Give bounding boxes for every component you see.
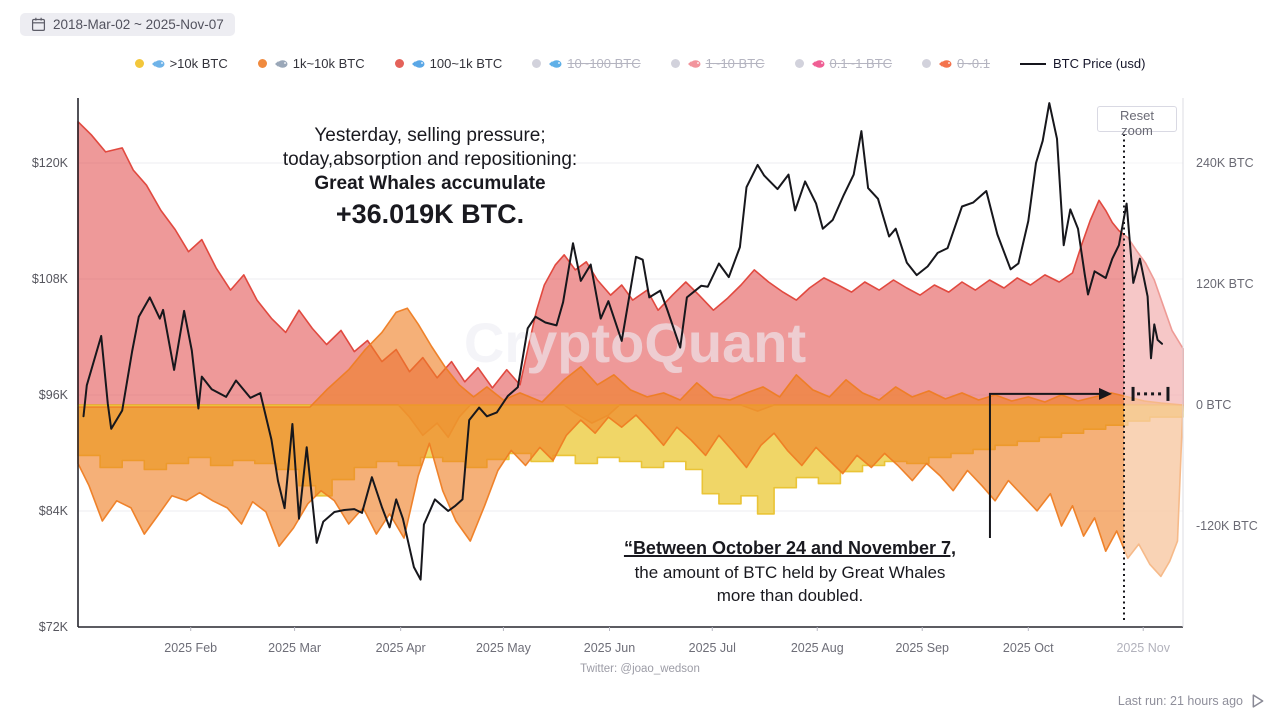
legend-item-0-0-1[interactable]: 0~0.1 bbox=[922, 56, 990, 71]
annotation-top-line2: today,absorption and repositioning: bbox=[282, 148, 578, 170]
right-axis-tick: -120K BTC bbox=[1196, 519, 1258, 533]
legend-label: 10~100 BTC bbox=[567, 56, 641, 71]
shark-icon bbox=[274, 58, 288, 70]
btc-price-line bbox=[82, 102, 1163, 581]
legend-label: BTC Price (usd) bbox=[1052, 56, 1146, 71]
annotation-arrowhead bbox=[1098, 387, 1112, 400]
annotation-top-line3: Great Whales accumulate bbox=[314, 172, 546, 194]
annotation-bottom-line1: “Between October 24 and November 7, bbox=[623, 538, 957, 558]
legend-dot bbox=[532, 59, 542, 68]
legend-dot bbox=[257, 59, 267, 68]
x-axis-tick: 2025 Jul bbox=[689, 641, 736, 655]
legend-label: 1k~10k BTC bbox=[292, 56, 365, 71]
left-axis-tick: $84K bbox=[39, 504, 69, 518]
dolphin-icon bbox=[411, 58, 425, 70]
legend-item-btc-price[interactable]: BTC Price (usd) bbox=[1019, 56, 1146, 71]
shrimp-icon bbox=[938, 58, 952, 70]
twitter-credit: Twitter: @joao_wedson bbox=[580, 663, 700, 675]
legend-dot bbox=[794, 59, 804, 68]
left-axis-tick: $96K bbox=[39, 388, 69, 402]
legend-item--10k-btc[interactable]: >10k BTC bbox=[134, 56, 228, 71]
legend-item-1k-10k-btc[interactable]: 1k~10k BTC bbox=[257, 56, 365, 71]
legend-label: 0~0.1 bbox=[957, 56, 990, 71]
x-axis-tick: 2025 Mar bbox=[268, 641, 321, 655]
highlight-region bbox=[1123, 98, 1183, 627]
date-range-label: 2018-Mar-02 ~ 2025-Nov-07 bbox=[53, 17, 224, 32]
play-icon[interactable] bbox=[1252, 694, 1264, 708]
left-axis-tick: $120K bbox=[32, 156, 69, 170]
fish-icon bbox=[548, 58, 562, 70]
legend-dot bbox=[394, 59, 404, 68]
right-axis-tick: 120K BTC bbox=[1196, 277, 1254, 291]
legend-item-100-1k-btc[interactable]: 100~1k BTC bbox=[394, 56, 503, 71]
legend-item-0-1-1-btc[interactable]: 0.1~1 BTC bbox=[794, 56, 893, 71]
tropical-fish-icon bbox=[687, 58, 701, 70]
legend-dot bbox=[670, 59, 680, 68]
left-axis-tick: $108K bbox=[32, 272, 69, 286]
last-run-status: Last run: 21 hours ago bbox=[1118, 694, 1264, 708]
right-axis-tick: 240K BTC bbox=[1196, 156, 1254, 170]
legend-dot bbox=[922, 59, 932, 68]
calendar-icon bbox=[31, 17, 46, 32]
legend-label: >10k BTC bbox=[169, 56, 228, 71]
legend-dot bbox=[134, 59, 144, 68]
annotation-top-line4: +36.019K BTC. bbox=[335, 198, 525, 229]
x-axis-tick: 2025 Nov bbox=[1116, 641, 1170, 655]
whale-icon bbox=[151, 58, 165, 70]
annotation-bottom-line2: the amount of BTC held by Great Whales bbox=[634, 562, 946, 582]
x-axis-tick: 2025 Aug bbox=[791, 641, 844, 655]
x-axis-tick: 2025 Jun bbox=[584, 641, 635, 655]
legend-label: 100~1k BTC bbox=[429, 56, 503, 71]
left-axis-tick: $72K bbox=[39, 620, 69, 634]
legend-label: 1~10 BTC bbox=[705, 56, 765, 71]
blowfish-icon bbox=[811, 58, 825, 70]
annotation-arrow bbox=[988, 392, 1103, 538]
reset-zoom-button[interactable]: Reset zoom bbox=[1097, 106, 1177, 138]
x-axis-tick: 2025 Sep bbox=[895, 641, 949, 655]
right-axis-tick: 0 BTC bbox=[1196, 398, 1231, 412]
annotation-bottom: “Between October 24 and November 7, the … bbox=[588, 536, 992, 608]
annotation-bottom-line3: more than doubled. bbox=[716, 586, 864, 606]
legend-label: 0.1~1 BTC bbox=[829, 56, 893, 71]
date-range-chip[interactable]: 2018-Mar-02 ~ 2025-Nov-07 bbox=[20, 13, 235, 36]
x-axis-tick: 2025 Oct bbox=[1003, 641, 1054, 655]
annotation-top: Yesterday, selling pressure; today,absor… bbox=[210, 124, 650, 231]
cryptoquant-watermark: CryptoQuant bbox=[464, 311, 806, 374]
chart-legend: >10k BTC 1k~10k BTC 100~1k BTC 10~100 BTC 1~… bbox=[0, 56, 1280, 71]
x-axis-tick: 2025 Apr bbox=[376, 641, 426, 655]
x-axis-tick: 2025 Feb bbox=[164, 641, 217, 655]
legend-item-10-100-btc[interactable]: 10~100 BTC bbox=[532, 56, 641, 71]
last-run-label: Last run: 21 hours ago bbox=[1117, 694, 1243, 708]
price-line-swatch bbox=[1019, 62, 1046, 65]
legend-item-1-10-btc[interactable]: 1~10 BTC bbox=[670, 56, 765, 71]
x-axis-tick: 2025 May bbox=[476, 641, 532, 655]
annotation-top-line1: Yesterday, selling pressure; bbox=[314, 125, 546, 146]
